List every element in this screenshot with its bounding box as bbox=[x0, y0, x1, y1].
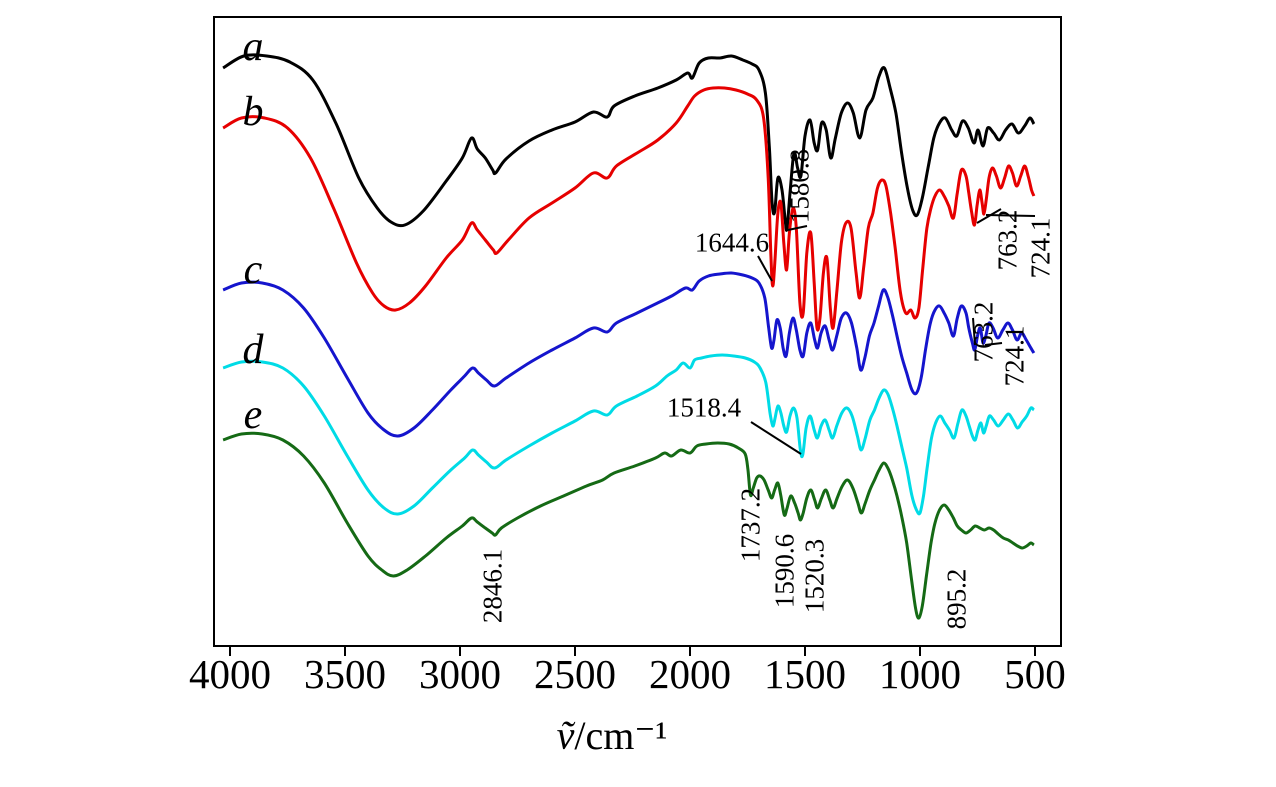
curve-label-a: a bbox=[242, 24, 264, 70]
x-axis-title: ṽ/cm⁻¹ bbox=[557, 714, 668, 758]
x-tick-mark-1000 bbox=[919, 647, 921, 656]
x-tick-mark-4000 bbox=[229, 647, 231, 656]
peak-annotation-e-1737_2: 1737.2 bbox=[735, 487, 766, 563]
x-tick-mark-500 bbox=[1034, 647, 1036, 656]
curve-label-e: e bbox=[243, 392, 263, 438]
x-tick-label-2000: 2000 bbox=[649, 651, 731, 697]
peak-annotation-b-763_2: 763.2 bbox=[992, 209, 1023, 271]
x-tick-label-3000: 3000 bbox=[419, 651, 501, 697]
spectrum-curve-e bbox=[222, 431, 1035, 620]
x-tick-label-1000: 1000 bbox=[879, 651, 961, 697]
annotation-leader-line-6 bbox=[750, 421, 802, 455]
x-tick-mark-3500 bbox=[344, 647, 346, 656]
x-tick-mark-3000 bbox=[459, 647, 461, 656]
x-tick-mark-2000 bbox=[689, 647, 691, 656]
peak-annotation-e-895_2: 895.2 bbox=[941, 568, 972, 630]
x-axis-unit: /cm⁻¹ bbox=[574, 713, 668, 758]
annotations-layer: 1580.8 1644.6 763.2 724.1 763.2 724.1 1518.4 17… bbox=[215, 18, 1060, 645]
x-axis-symbol: ṽ bbox=[556, 713, 575, 758]
peak-annotation-e-1590_6: 1590.6 bbox=[769, 533, 800, 609]
x-tick-label-4000: 4000 bbox=[189, 651, 271, 697]
annotation-leader-line-3 bbox=[985, 214, 1036, 217]
peak-annotation-e-1520_3: 1520.3 bbox=[799, 538, 830, 614]
peak-annotation-a-1580_8: 1580.8 bbox=[784, 148, 815, 224]
peak-annotation-b-1644_6: 1644.6 bbox=[694, 227, 770, 258]
annotation-leader-line-0 bbox=[787, 225, 808, 231]
spectrum-curve-a bbox=[222, 53, 1036, 232]
curve-label-c: c bbox=[243, 247, 263, 293]
spectra-svg bbox=[222, 53, 1036, 620]
x-tick-label-3500: 3500 bbox=[304, 651, 386, 697]
peak-annotation-b-724_1: 724.1 bbox=[1025, 217, 1056, 279]
annotation-leader-line-1 bbox=[757, 255, 773, 282]
curve-label-b: b bbox=[242, 89, 264, 135]
curve-label-d: d bbox=[242, 327, 264, 373]
x-tick-label-1500: 1500 bbox=[764, 651, 846, 697]
spectrum-curve-d bbox=[222, 353, 1035, 516]
x-tick-mark-1500 bbox=[804, 647, 806, 656]
spectrum-curve-c bbox=[222, 271, 1036, 438]
peak-annotation-c-724_1: 724.1 bbox=[999, 325, 1030, 387]
x-tick-label-500: 500 bbox=[1004, 651, 1066, 697]
annotation-leader-line-5 bbox=[984, 342, 1003, 346]
annotation-leader-line-4 bbox=[972, 317, 976, 346]
peak-annotation-e-2846_1: 2846.1 bbox=[477, 548, 508, 624]
x-tick-label-2500: 2500 bbox=[534, 651, 616, 697]
x-tick-mark-2500 bbox=[574, 647, 576, 656]
spectrum-curve-b bbox=[222, 86, 1036, 332]
peak-annotation-d-1518_4: 1518.4 bbox=[666, 392, 742, 423]
peak-annotation-c-763_2: 763.2 bbox=[968, 301, 999, 363]
